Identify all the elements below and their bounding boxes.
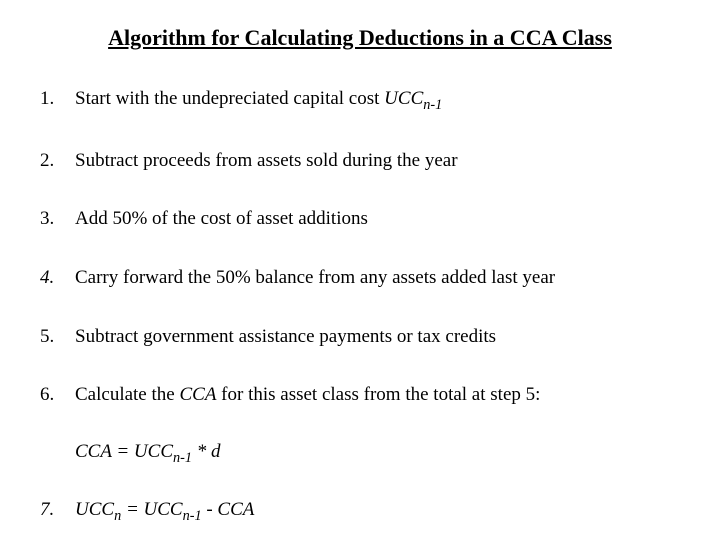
item-text: UCCn = UCCn-1 - CCA — [75, 499, 680, 525]
list-item: 2. Subtract proceeds from assets sold du… — [40, 148, 680, 175]
list-item: 7. UCCn = UCCn-1 - CCA — [40, 499, 680, 525]
item-number: 2. — [40, 148, 75, 175]
item-text: Subtract government assistance payments … — [75, 324, 680, 351]
item-text: Start with the undepreciated capital cos… — [75, 86, 680, 116]
page-title: Algorithm for Calculating Deductions in … — [40, 25, 680, 51]
item-text: Add 50% of the cost of asset additions — [75, 206, 680, 233]
list-item: 4. Carry forward the 50% balance from an… — [40, 265, 680, 292]
item-number: 7. — [40, 499, 75, 525]
item-number: 1. — [40, 86, 75, 116]
list-item: 1. Start with the undepreciated capital … — [40, 86, 680, 116]
item-number: 5. — [40, 324, 75, 351]
item-text: Carry forward the 50% balance from any a… — [75, 265, 680, 292]
item-number: 4. — [40, 265, 75, 292]
item-number: 3. — [40, 206, 75, 233]
list-item: 5. Subtract government assistance paymen… — [40, 324, 680, 351]
formula: CCA = UCCn-1 * d — [75, 441, 680, 467]
item-text: Subtract proceeds from assets sold durin… — [75, 148, 680, 175]
item-number: 6. — [40, 382, 75, 409]
item-text: Calculate the CCA for this asset class f… — [75, 382, 680, 409]
list-item: 6. Calculate the CCA for this asset clas… — [40, 382, 680, 409]
algorithm-list: 1. Start with the undepreciated capital … — [40, 86, 680, 409]
list-item: 3. Add 50% of the cost of asset addition… — [40, 206, 680, 233]
